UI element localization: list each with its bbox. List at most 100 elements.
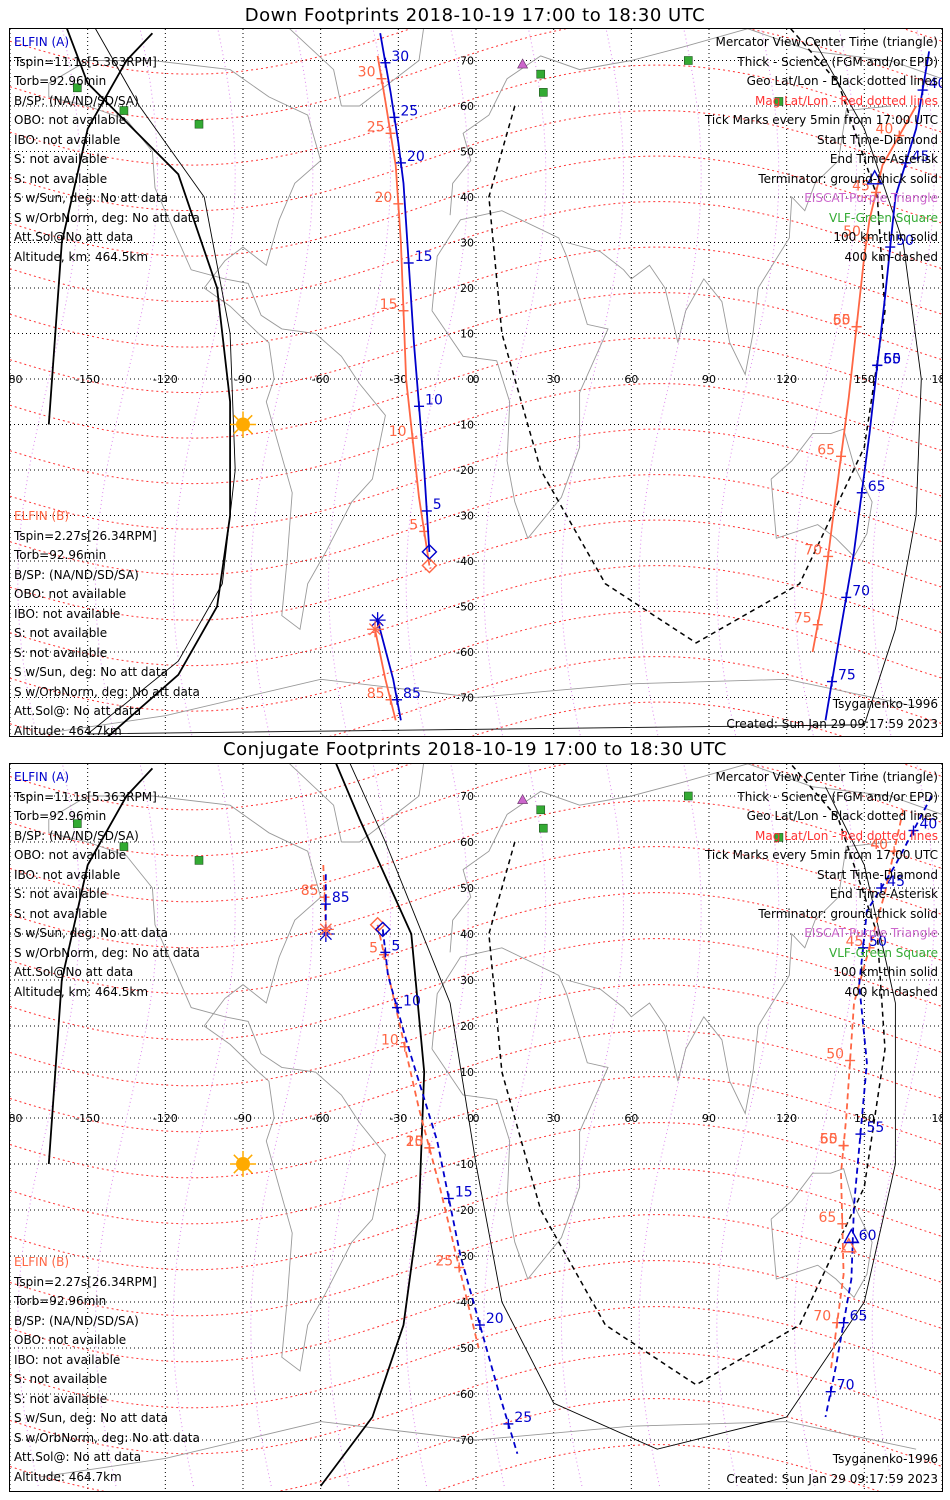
start-diamond	[421, 557, 438, 574]
info-line: S w/Sun, deg: No att data	[14, 191, 168, 205]
center-time-triangle	[840, 1237, 857, 1253]
info-line: S: not available	[14, 887, 108, 901]
legend-conj: Mercator View Center Time (triangle) Thi…	[705, 768, 938, 1002]
lon-tick-label: 30	[547, 1112, 561, 1125]
info-line: B/SP: (NA/ND/SD/SA)	[14, 93, 139, 108]
elfin-a-track	[376, 619, 402, 721]
lat-tick-label: -30	[456, 1250, 474, 1263]
mag-lon-line	[17, 29, 81, 736]
tick-label: 20	[375, 190, 393, 206]
mag-lon-line	[17, 764, 81, 1487]
terminator-ground-line	[66, 29, 231, 736]
tick-label: 40	[929, 76, 942, 92]
tick-label: 75	[838, 668, 856, 684]
info-line: S w/Sun, deg: No att data	[14, 665, 168, 679]
tick-label: 40	[920, 817, 938, 833]
elfin-a-info-down: ELFIN (A) Tspin=11.1s[5.363RPM] Torb=92.…	[14, 33, 200, 267]
tick-label: 5	[369, 941, 378, 957]
vlf-square	[536, 69, 546, 79]
legend-item: Mercator View Center Time (triangle)	[715, 770, 938, 784]
model-label: Tsyganenko-1996	[832, 1452, 938, 1466]
mag-lon-line	[638, 29, 702, 736]
legend-item: Start Time-Diamond	[816, 867, 938, 882]
lat-tick-label: 60	[460, 100, 474, 113]
legend-item: EISCAT-Purple Triangle	[804, 191, 938, 205]
lon-tick-label: -150	[75, 1112, 100, 1125]
tick-label: 70	[813, 1309, 831, 1325]
info-line: OBO: not available	[14, 1333, 127, 1347]
legend-down: Mercator View Center Time (triangle) Thi…	[705, 33, 938, 267]
info-line: IBO: not available	[14, 867, 121, 882]
legend-item: Terminator: ground-thick solid	[758, 171, 938, 186]
info-line: B/SP: (NA/ND/SD/SA)	[14, 1313, 139, 1328]
vlf-square	[194, 856, 204, 865]
info-line: Altitude: 464.7km	[14, 723, 122, 737]
legend-item: Tick Marks every 5min from 17:00 UTC	[704, 113, 938, 127]
coastline	[41, 678, 917, 735]
sun-ray	[247, 428, 253, 435]
legend-item: 100 km-thin solid	[833, 230, 938, 244]
coastline	[289, 764, 424, 843]
vlf-square	[539, 823, 548, 833]
lon-tick-label: -150	[75, 373, 100, 386]
mag-lon-line	[716, 29, 780, 736]
tick-label: 70	[837, 1378, 855, 1394]
conjugate-map-svg: -180-150-120-90-60-300306090120150180706…	[10, 764, 942, 1491]
mag-lat-line	[10, 1168, 942, 1271]
legend-item: 400 km-dashed	[844, 984, 938, 999]
mag-lat-line	[10, 892, 942, 995]
info-line: Tspin=11.1s[5.363RPM]	[14, 54, 157, 69]
mag-lon-line	[94, 29, 159, 736]
info-line: S: not available	[14, 626, 108, 640]
mag-lat-line	[10, 938, 942, 1041]
elfin-a-track	[379, 33, 431, 552]
mag-lat-line	[10, 764, 942, 857]
tick-label: 30	[391, 49, 409, 65]
legend-item: Mag Lat/Lon - Red dotted lines	[754, 93, 938, 108]
vlf-square	[119, 842, 129, 851]
info-line: S: not available	[14, 1391, 108, 1406]
lon-tick-label: -60	[312, 373, 330, 386]
coastline	[431, 947, 609, 1280]
tick-label: 10	[403, 994, 421, 1010]
sun-ray	[233, 428, 239, 435]
legend-item: End Time-Asterisk	[829, 887, 938, 901]
lat-tick-label: -60	[456, 646, 474, 659]
footer-right-conj: Tsyganenko-1996 Created: Sun Jan 29 09:1…	[726, 1450, 938, 1489]
info-line: Altitude, km: 464.5km	[14, 984, 149, 999]
tick-label: 65	[850, 1309, 868, 1325]
center-time-triangle	[843, 1228, 860, 1244]
lat-tick-label: -50	[456, 601, 474, 614]
mag-lon-line	[172, 29, 236, 736]
info-line: S: not available	[14, 152, 108, 166]
footer-right-down: Tsyganenko-1996 Created: Sun Jan 29 09:1…	[726, 695, 938, 734]
mag-lat-line	[10, 800, 942, 903]
vlf-square	[683, 56, 693, 65]
tick-label: 45	[887, 874, 905, 890]
mag-lon-line	[560, 29, 625, 736]
lon-tick-label: -90	[234, 1112, 252, 1125]
info-line: Att.Sol@No att data	[14, 230, 134, 244]
coastline	[770, 1168, 873, 1299]
tick-label: 85	[367, 686, 385, 702]
info-line: Att.Sol@No att data	[14, 965, 134, 979]
info-line: Torb=92.96min	[14, 74, 107, 88]
lon-tick-label: 60	[624, 373, 638, 386]
info-line: Att.Sol@: No att data	[14, 1450, 142, 1464]
lon-tick-label: 120	[776, 373, 797, 386]
legend-item: VLF-Green Square	[829, 210, 938, 225]
legend-item: Tick Marks every 5min from 17:00 UTC	[704, 848, 938, 862]
elfin-a-label: ELFIN (A)	[14, 35, 70, 49]
mag-lon-line	[405, 29, 469, 736]
lat-tick-label: 50	[460, 882, 474, 895]
legend-item: End Time-Asterisk	[829, 152, 938, 166]
lat-tick-label: 40	[460, 928, 474, 941]
tick-label: 10	[425, 392, 443, 408]
mag-lat-line	[10, 1352, 942, 1455]
elfin-b-track	[829, 809, 905, 1372]
lat-tick-label: -20	[456, 1204, 474, 1217]
mag-lat-line	[10, 1306, 942, 1409]
info-line: S w/Sun, deg: No att data	[14, 1411, 168, 1425]
lat-tick-label: -50	[456, 1342, 474, 1355]
lat-tick-label: 70	[460, 55, 474, 68]
